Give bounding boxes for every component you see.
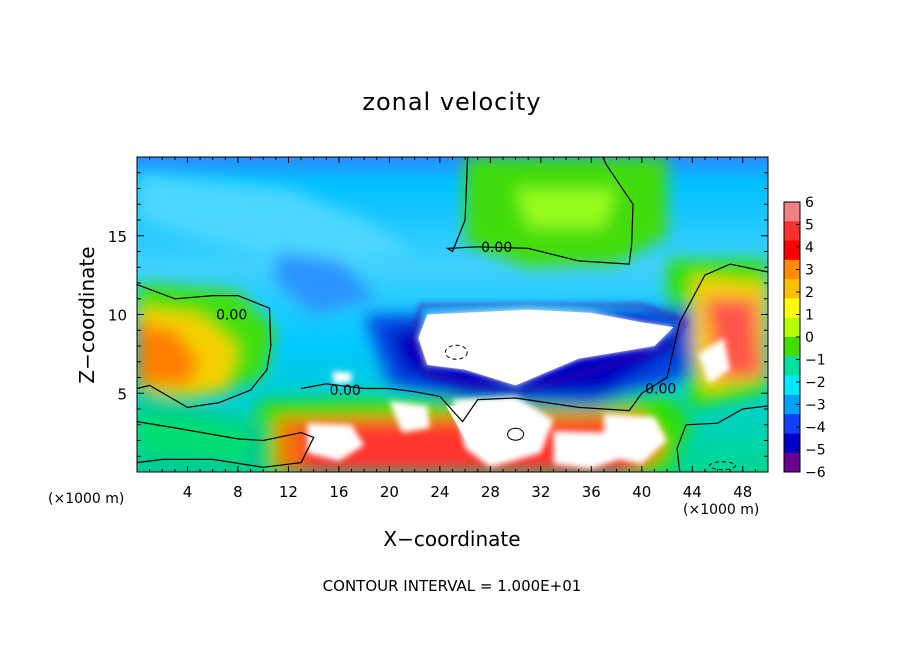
contour-line [676,405,768,472]
field-white-core [446,404,545,463]
colorbar-segment [784,375,800,396]
contour-line [137,284,272,409]
contour-line [137,421,315,468]
x-tick-label: 20 [380,483,399,501]
contour-line [300,263,768,423]
field-white-core [418,309,674,386]
colorbar-tick-label: −1 [805,353,826,369]
colorbar-segment [784,414,800,434]
colorbar-tick-label: 2 [805,285,814,301]
colorbar-tick-label: −2 [805,375,826,391]
colorbar-tick-label: 6 [805,195,814,211]
contour-label: 0.00 [216,308,247,324]
colorbar-segment [784,221,800,242]
colorbar-segment [784,317,800,338]
x-tick-label: 48 [733,483,752,501]
y-tick-label: 15 [108,228,127,246]
colorbar-tick-label: −3 [805,398,826,414]
colorbar-tick-label: 3 [805,263,814,279]
field-white-region [307,423,365,461]
contour-dashed [709,461,737,471]
contour-label: 0.00 [645,382,676,398]
contour-line [445,157,634,265]
contour-label: 0.00 [330,383,361,399]
field-region [275,251,377,315]
field-region [137,172,415,268]
x-tick-label: 4 [183,483,193,501]
colorbar-segment [784,259,800,280]
x-tick-label: 12 [279,483,298,501]
colorbar-segment [784,240,800,261]
contour-dashed [444,344,468,360]
x-axis-label: X−coordinate [383,527,521,551]
x-tick-label: 28 [481,483,500,501]
x-tick-label: 32 [531,483,550,501]
colorbar-segment [784,298,800,319]
field-region [137,322,201,386]
colorbar-segment [784,337,800,357]
colorbar-tick-label: −4 [805,420,826,436]
colorbar-tick-label: 1 [805,308,814,324]
contour-lines: 0.00 0.00 0.00 0.00 [137,157,768,472]
heatmap-field [137,157,768,472]
y-tick-label: 5 [117,385,127,403]
chart-title: zonal velocity [362,88,542,116]
x-tick-label: 44 [683,483,702,501]
colorbar-segment [784,356,800,377]
x-unit-label-left: (×1000 m) [48,491,125,507]
field-white-region [698,338,731,384]
colorbar-segment [784,279,800,299]
x-tick-label: 16 [329,483,348,501]
y-tick-label: 10 [108,307,127,325]
x-unit-label-right: (×1000 m) [683,502,760,518]
colorbar-segment [784,202,800,222]
contour-label: 0.00 [481,240,512,256]
field-white-region [389,401,430,433]
colorbar-segment [784,433,800,454]
colorbar-segment [784,394,800,415]
colorbar-tick-label: 0 [805,330,814,346]
colorbar-segment [784,452,800,473]
field-white-region [332,371,352,384]
field-edge [410,303,689,395]
field-white-region [603,413,667,465]
x-tick-label: 8 [233,483,243,501]
colorbar: 6 5 4 3 2 1 0 −1 −2 −3 −4 −5 −6 [783,195,826,481]
colorbar-tick-label: 5 [805,218,814,234]
x-tick-label: 24 [430,483,449,501]
x-tick-label: 36 [582,483,601,501]
y-axis-label: Z−coordinate [75,246,99,384]
colorbar-tick-label: 4 [805,240,814,256]
contour-small [507,427,525,441]
x-tick-label: 40 [632,483,651,501]
colorbar-tick-label: −5 [805,443,826,459]
contour-interval-note: CONTOUR INTERVAL = 1.000E+01 [322,577,582,595]
colorbar-tick-label: −6 [805,465,826,481]
field-region [137,409,251,465]
field-region [515,188,617,228]
